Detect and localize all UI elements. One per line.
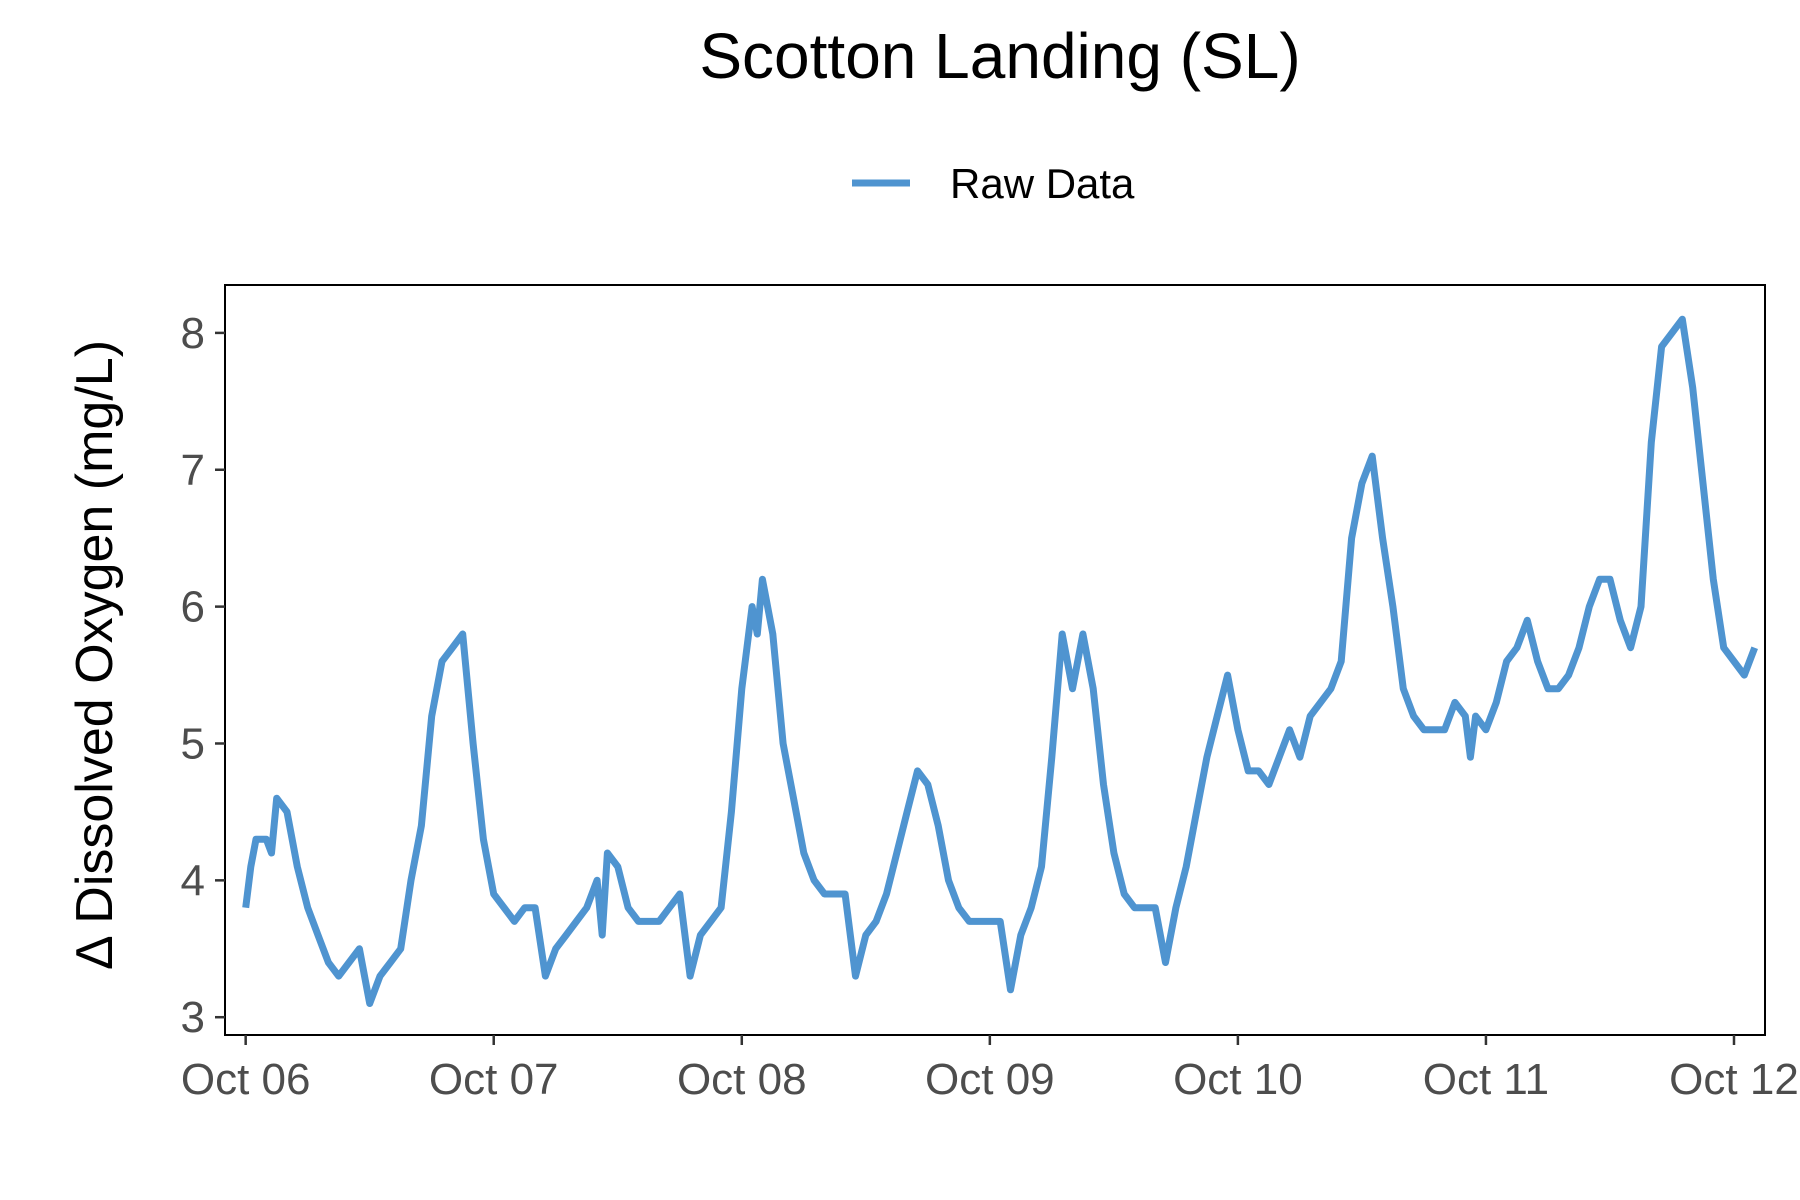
x-tick-label: Oct 06: [181, 1055, 311, 1104]
x-tick-label: Oct 12: [1669, 1055, 1799, 1104]
y-axis-label: Δ Dissolved Oxygen (mg/L): [66, 340, 124, 970]
series-line-raw-data: [242, 315, 1758, 1007]
x-axis: Oct 06 Oct 07 Oct 08 Oct 09 Oct 10 Oct 11 Oct …: [181, 1035, 1799, 1104]
y-tick-label: 8: [181, 309, 205, 358]
chart-title: Scotton Landing (SL): [699, 20, 1300, 92]
x-tick-label: Oct 08: [677, 1055, 807, 1104]
x-tick-label: Oct 10: [1173, 1055, 1303, 1104]
y-tick-label: 4: [181, 856, 205, 905]
x-tick-label: Oct 11: [1423, 1055, 1549, 1104]
plot-frame: [224, 284, 1766, 1036]
y-tick-label: 7: [181, 446, 205, 495]
y-tick-label: 5: [181, 719, 205, 768]
legend: Raw Data: [852, 160, 1135, 207]
x-tick-label: Oct 07: [429, 1055, 559, 1104]
y-tick-label: 6: [181, 583, 205, 632]
legend-label: Raw Data: [950, 160, 1135, 207]
y-axis: 3 4 5 6 7 8: [181, 309, 225, 1042]
y-tick-label: 3: [181, 993, 205, 1042]
x-tick-label: Oct 09: [925, 1055, 1055, 1104]
